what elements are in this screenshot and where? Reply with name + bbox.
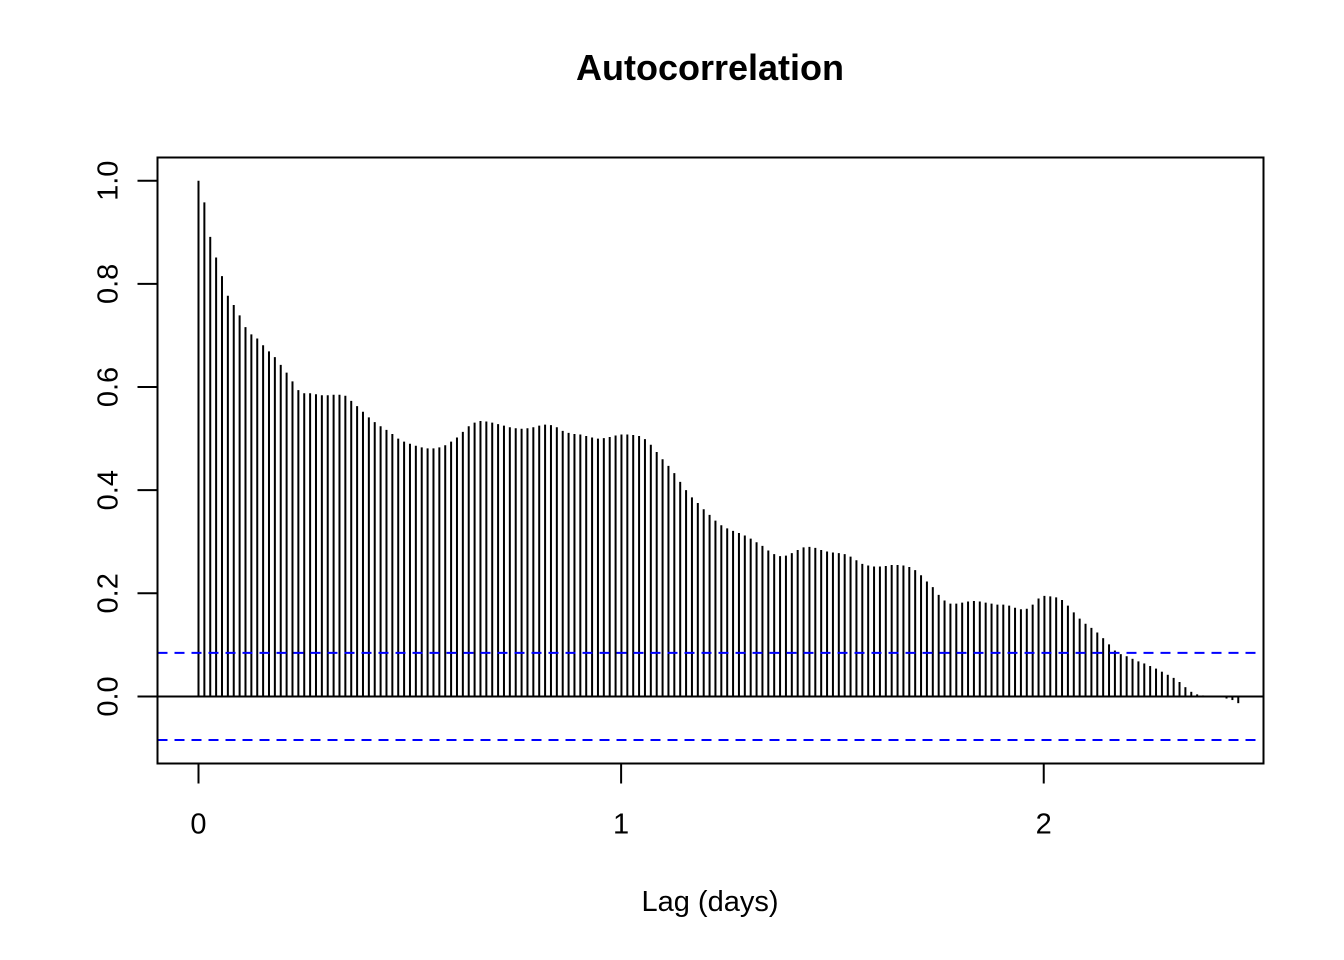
- y-axis: 0.0 0.2 0.4 0.6 0.8 1.0: [93, 161, 159, 717]
- y-tick-label: 1.0: [93, 161, 125, 201]
- x-tick-label: 0: [190, 809, 206, 841]
- x-axis-label: Lag (days): [641, 886, 778, 918]
- confidence-lines: [157, 651, 1264, 742]
- acf-bars: [197, 180, 1240, 704]
- y-tick-label: 0.2: [93, 573, 125, 613]
- chart-title: Autocorrelation: [576, 47, 844, 88]
- y-tick-label: 0.6: [93, 367, 125, 407]
- y-tick-label: 0.4: [93, 470, 125, 510]
- y-tick-label: 0.0: [93, 676, 125, 716]
- y-tick-label: 0.8: [93, 264, 125, 304]
- x-tick-label: 2: [1036, 809, 1052, 841]
- x-axis: 0 1 2: [190, 762, 1052, 841]
- x-tick-label: 1: [613, 809, 629, 841]
